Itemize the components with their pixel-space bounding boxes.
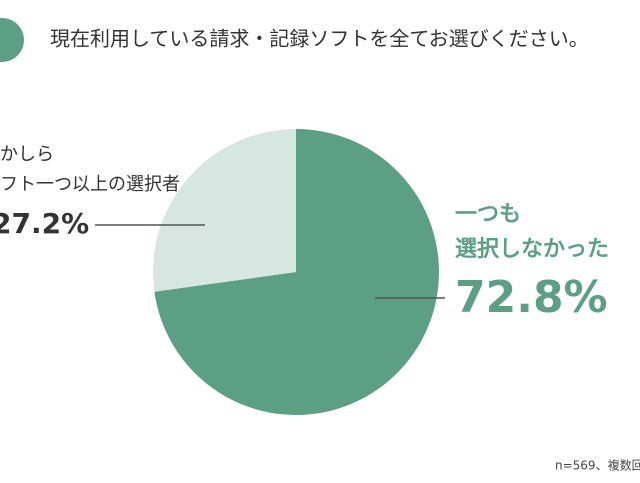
pie-slice: [154, 129, 439, 415]
category-label: かしら: [0, 144, 54, 165]
value-label: 72.8%: [455, 272, 608, 323]
category-label: フト一つ以上の選択者: [0, 174, 180, 195]
title-icon: [0, 18, 24, 62]
pie-slice: [153, 129, 296, 292]
footnote: n=569、複数回: [555, 458, 640, 473]
value-label: 27.2%: [0, 207, 89, 240]
chart-title: 現在利用している請求・記録ソフトを全てお選びください。: [50, 27, 589, 51]
category-label: 一つも: [455, 202, 521, 227]
category-label: 選択しなかった: [455, 237, 609, 262]
